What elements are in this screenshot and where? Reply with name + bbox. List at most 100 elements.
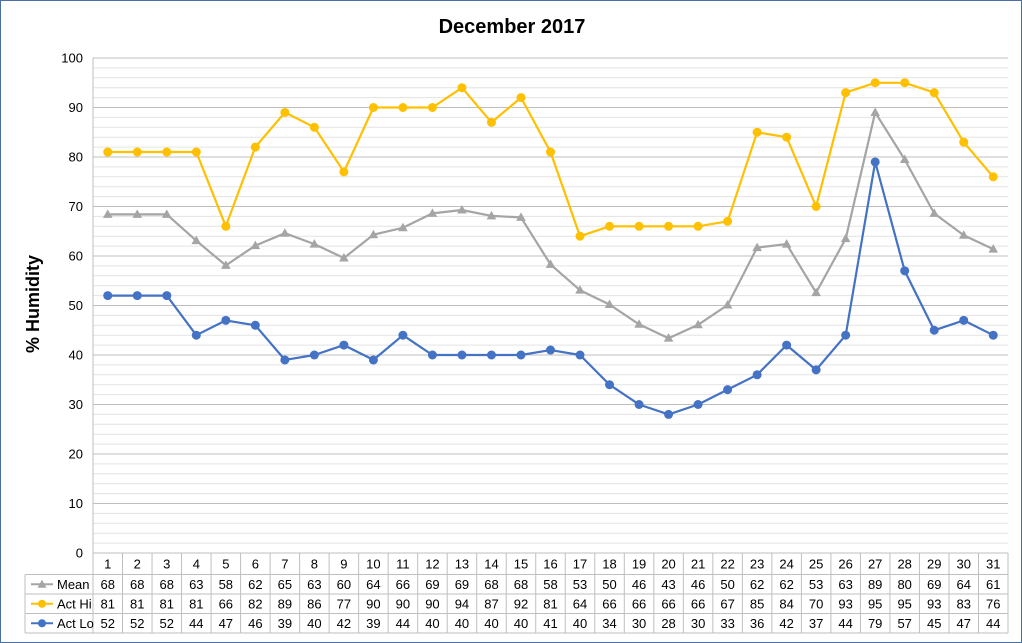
data-point: [723, 216, 733, 226]
data-point: [457, 83, 467, 93]
data-point: [929, 88, 939, 98]
table-cell: 39: [278, 616, 292, 631]
x-tick-label: 6: [252, 557, 259, 572]
table-cell: 66: [219, 596, 233, 611]
table-cell: 95: [868, 596, 882, 611]
data-point: [132, 291, 142, 301]
data-point: [191, 147, 201, 157]
data-point: [191, 330, 201, 340]
data-point: [102, 209, 113, 218]
table-cell: 67: [720, 596, 734, 611]
data-point: [900, 78, 910, 88]
plot-area: [102, 78, 999, 419]
x-tick-label: 5: [222, 557, 229, 572]
data-point: [605, 380, 615, 390]
table-cell: 30: [691, 616, 705, 631]
x-tick-label: 24: [779, 557, 793, 572]
data-point: [929, 208, 940, 217]
y-tick-label: 40: [69, 348, 83, 363]
table-cell: 92: [514, 596, 528, 611]
data-point: [132, 209, 143, 218]
data-point: [929, 325, 939, 335]
data-point: [221, 260, 231, 269]
x-tick-label: 3: [163, 557, 170, 572]
table-cell: 28: [661, 616, 675, 631]
table-cell: 44: [986, 616, 1000, 631]
x-tick-label: 1: [104, 557, 111, 572]
data-point: [988, 172, 998, 182]
data-point: [132, 147, 142, 157]
table-cell: 44: [838, 616, 852, 631]
x-tick-label: 27: [868, 557, 882, 572]
y-tick-label: 90: [69, 100, 83, 115]
legend-key-marker: [38, 619, 46, 628]
data-point: [427, 350, 437, 360]
data-point: [693, 221, 703, 231]
data-point: [722, 300, 733, 309]
data-point: [457, 350, 467, 360]
table-cell: 58: [219, 577, 233, 592]
data-point: [546, 147, 555, 157]
data-point: [752, 242, 762, 252]
data-point: [664, 221, 674, 231]
data-point: [811, 365, 821, 375]
table-cell: 68: [130, 577, 144, 592]
data-point: [516, 93, 526, 103]
table-cell: 44: [396, 616, 410, 631]
table-cell: 63: [307, 577, 321, 592]
table-cell: 69: [927, 577, 941, 592]
series-line: [107, 160, 994, 416]
table-cell: 47: [219, 616, 233, 631]
x-tick-label: 17: [573, 557, 587, 572]
x-tick-label: 2: [134, 557, 141, 572]
data-point: [841, 88, 851, 98]
data-point: [339, 340, 349, 350]
y-axis-ticks: 0 10 20 30 40 50 60 70 80 90 100: [61, 51, 83, 561]
table-cell: 83: [956, 596, 970, 611]
data-point: [900, 266, 910, 276]
data-point: [870, 78, 880, 88]
table-cell: 64: [573, 596, 587, 611]
y-tick-label: 70: [69, 199, 83, 214]
y-tick-label: 80: [69, 150, 83, 165]
table-cell: 40: [425, 616, 439, 631]
table-cell: 81: [101, 596, 115, 611]
table-cell: 64: [956, 577, 970, 592]
table-cell: 86: [307, 596, 321, 611]
data-point: [811, 202, 821, 211]
table-cell: 44: [189, 616, 203, 631]
data-point: [988, 330, 998, 340]
x-tick-label: 22: [720, 557, 734, 572]
legend-entry: Act Hi: [57, 596, 92, 611]
x-tick-label: 20: [661, 557, 675, 572]
data-point: [959, 137, 969, 147]
legend-key-marker: [38, 599, 46, 608]
data-point: [457, 204, 467, 214]
data-point: [162, 147, 172, 157]
data-point: [575, 285, 585, 294]
table-cell: 66: [396, 577, 410, 592]
table-cell: 36: [750, 616, 764, 631]
data-point: [634, 400, 644, 409]
x-tick-label: 31: [986, 557, 1000, 572]
table-cell: 65: [278, 577, 292, 592]
data-point: [605, 221, 615, 231]
y-tick-label: 20: [69, 447, 83, 462]
data-point: [221, 315, 231, 325]
data-point: [546, 345, 555, 355]
table-cell: 68: [514, 577, 528, 592]
data-point: [486, 117, 496, 127]
y-tick-label: 60: [69, 249, 83, 264]
data-point: [604, 299, 615, 309]
table-cell: 93: [838, 596, 852, 611]
data-point: [723, 385, 733, 395]
table-cell: 62: [750, 577, 764, 592]
table-cell: 63: [838, 577, 852, 592]
table-cell: 42: [779, 616, 793, 631]
table-cell: 50: [720, 577, 734, 592]
table-cell: 81: [160, 596, 174, 611]
table-cell: 43: [661, 577, 675, 592]
x-tick-label: 29: [927, 557, 941, 572]
